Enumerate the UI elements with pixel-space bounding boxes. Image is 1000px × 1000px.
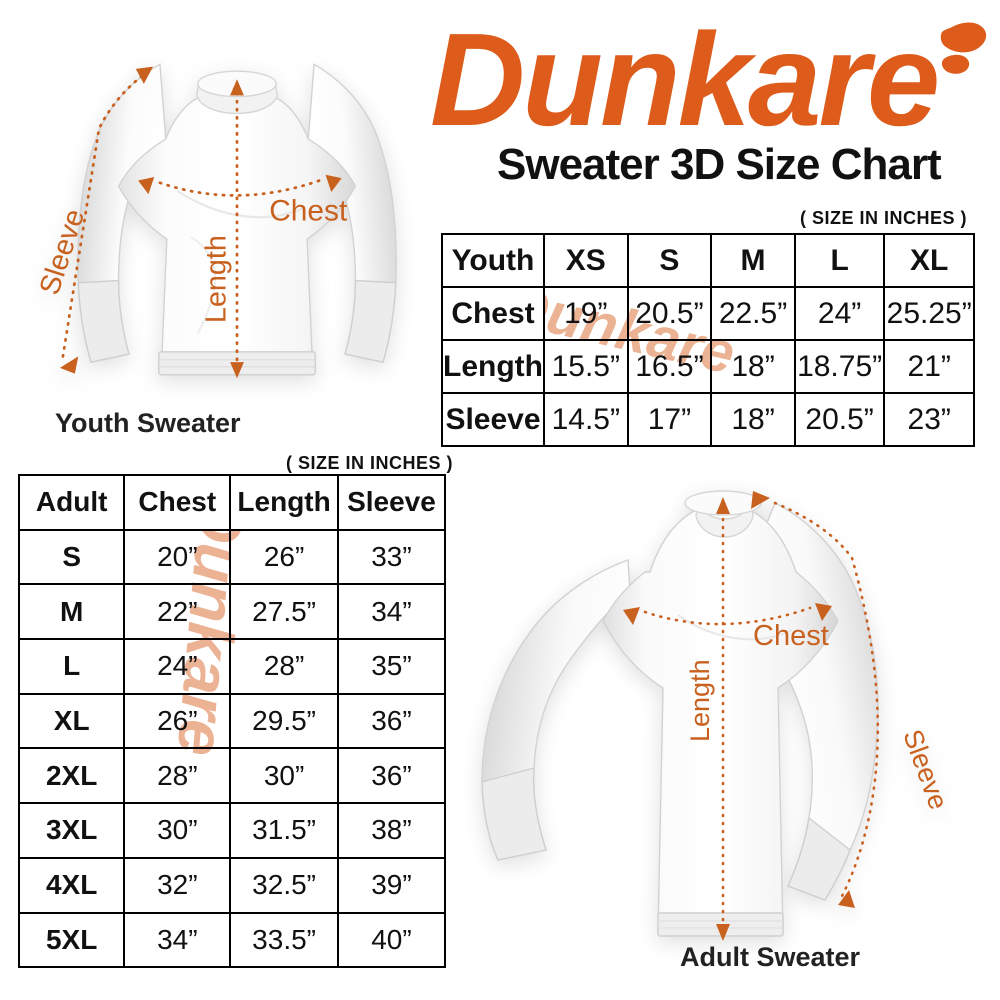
svg-text:Chest: Chest [753,620,829,652]
svg-text:Sleeve: Sleeve [897,726,953,814]
svg-text:Length: Length [685,659,715,742]
